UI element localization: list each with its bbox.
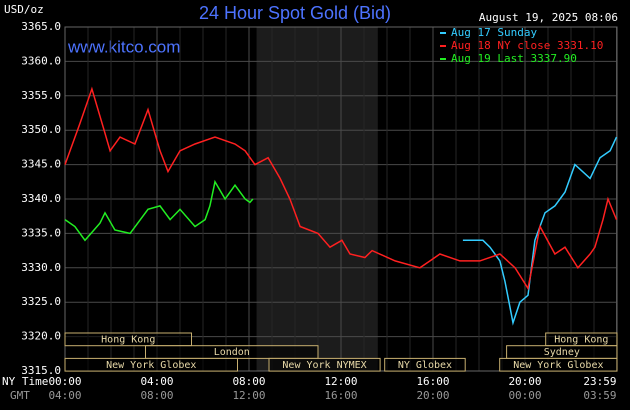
y-tick-label: 3355.0: [21, 89, 61, 102]
website: www.kitco.com: [67, 37, 180, 56]
gmt-tick-label: 04:00: [48, 389, 81, 402]
gmt-tick-label: 03:59: [583, 389, 616, 402]
y-tick-label: 3345.0: [21, 158, 61, 171]
session-bar: [499, 357, 618, 372]
price-line: [64, 86, 618, 291]
session-bar: [64, 332, 192, 347]
price-line: [462, 136, 618, 326]
session-label: New York Globex: [513, 360, 603, 371]
y-tick-label: 3325.0: [21, 295, 61, 308]
x-tick-label: 08:00: [232, 375, 265, 388]
y-tick-label: 3335.0: [21, 226, 61, 239]
gmt-tick-label: 12:00: [232, 389, 265, 402]
session-label: Hong Kong: [101, 335, 155, 346]
session-label: Sydney: [544, 347, 580, 358]
x-tick-label: 12:00: [324, 375, 357, 388]
y-tick-label: 3315.0: [21, 364, 61, 377]
y-tick-label: 3360.0: [21, 54, 61, 67]
gmt-tick-label: 20:00: [416, 389, 449, 402]
y-tick-label: 3365.0: [21, 20, 61, 33]
x-tick-label: 04:00: [140, 375, 173, 388]
x-tick-label: 00:00: [48, 375, 81, 388]
legend-label: Aug 17 Sunday: [451, 26, 537, 39]
ny-time-label: NY Time: [2, 375, 48, 388]
y-tick-label: 3320.0: [21, 330, 61, 343]
session-bar: [384, 357, 466, 372]
session-label: New York NYMEX: [282, 360, 366, 371]
x-tick-label: 16:00: [416, 375, 449, 388]
session-label: London: [214, 347, 250, 358]
y-tick-label: 3340.0: [21, 192, 61, 205]
x-tick-label: 20:00: [508, 375, 541, 388]
gmt-tick-label: 16:00: [324, 389, 357, 402]
gmt-tick-label: 00:00: [508, 389, 541, 402]
session-label: NY Globex: [398, 360, 452, 371]
y-tick-label: 3330.0: [21, 261, 61, 274]
session-label: Hong Kong: [554, 335, 608, 346]
y-unit: USD/oz: [4, 3, 44, 16]
gmt-tick-label: 08:00: [140, 389, 173, 402]
session-label: New York Globex: [106, 360, 196, 371]
session-bar: [268, 357, 381, 372]
legend-label: Aug 19 Last 3337.90: [451, 52, 577, 65]
timestamp: August 19, 2025 08:06: [479, 11, 618, 24]
price-line: [64, 179, 254, 242]
session-bar: [64, 357, 238, 372]
y-tick-label: 3350.0: [21, 123, 61, 136]
chart-title: 24 Hour Spot Gold (Bid): [199, 3, 391, 23]
legend-label: Aug 18 NY close 3331.10: [451, 39, 603, 52]
x-tick-label: 23:59: [583, 375, 616, 388]
gmt-label: GMT: [10, 389, 30, 402]
